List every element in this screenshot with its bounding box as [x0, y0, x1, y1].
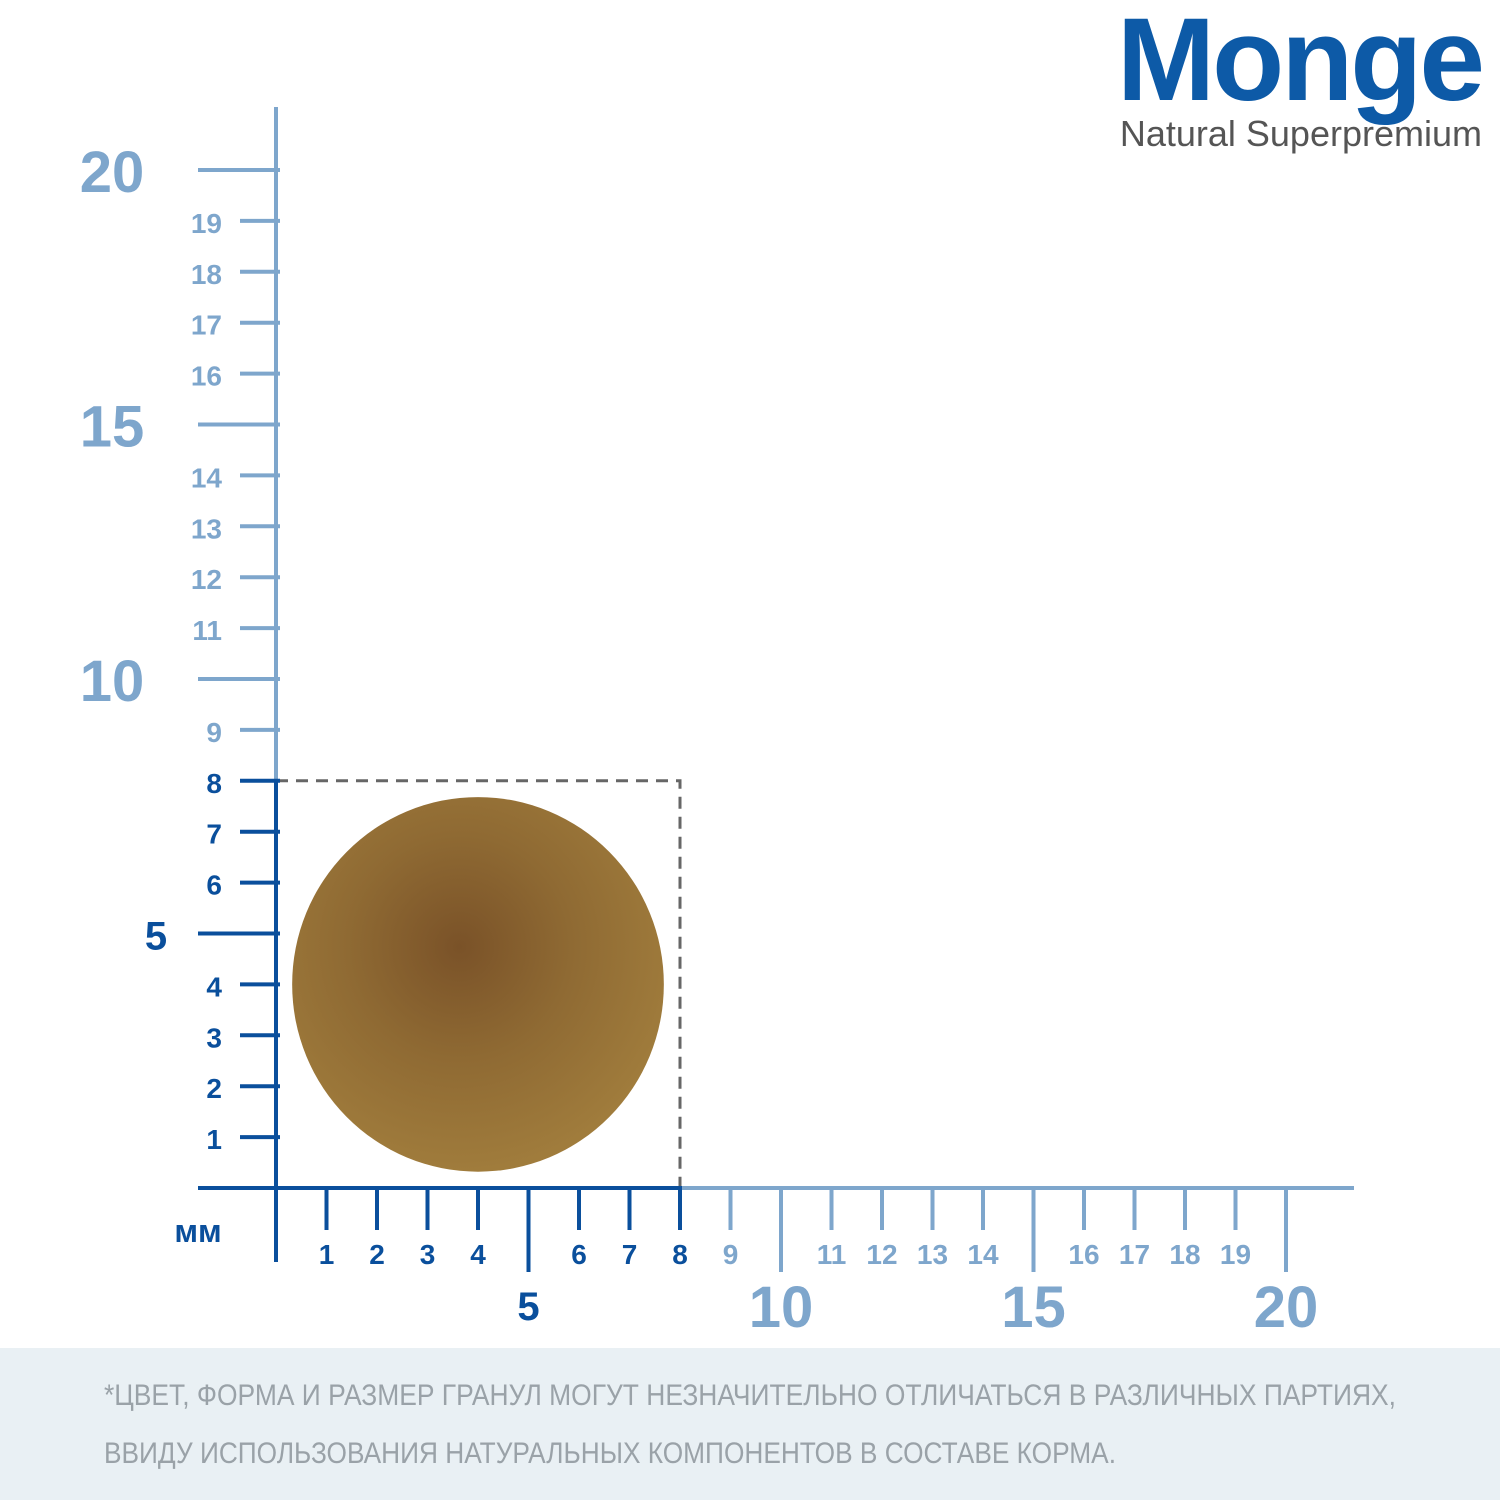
y-tick-label: 11	[192, 615, 222, 646]
y-tick-label: 15	[80, 395, 145, 460]
x-tick-label: 3	[420, 1239, 436, 1270]
note-line: *ЦВЕТ, ФОРМА И РАЗМЕР ГРАНУЛ МОГУТ НЕЗНА…	[104, 1379, 1396, 1412]
x-tick-label: 5	[517, 1285, 539, 1329]
x-tick-label: 11	[817, 1239, 847, 1270]
x-tick-label: 17	[1119, 1239, 1150, 1270]
y-tick-label: 12	[191, 564, 222, 595]
y-tick-label: 6	[206, 870, 222, 901]
y-tick-label: 13	[191, 513, 222, 544]
x-tick-label: 7	[622, 1239, 638, 1270]
brand-tagline: Natural Superpremium	[1120, 113, 1482, 154]
x-tick-label: 4	[470, 1239, 486, 1270]
kibble	[292, 797, 664, 1172]
x-tick-label: 16	[1068, 1239, 1099, 1270]
y-tick-label: 8	[206, 768, 222, 799]
y-tick-label: 16	[191, 361, 222, 392]
y-tick-label: 10	[80, 649, 145, 714]
x-tick-label: 6	[571, 1239, 587, 1270]
x-tick-label: 20	[1254, 1275, 1319, 1340]
unit-label: мм	[174, 1213, 221, 1249]
y-tick-label: 17	[191, 310, 222, 341]
size-box	[276, 779, 682, 1188]
x-tick-label: 19	[1220, 1239, 1251, 1270]
x-tick-label: 10	[749, 1275, 814, 1340]
y-tick-label: 7	[206, 819, 222, 850]
y-tick-label: 9	[206, 717, 222, 748]
x-tick-label: 2	[369, 1239, 385, 1270]
x-tick-label: 18	[1169, 1239, 1200, 1270]
note-line: ВВИДУ ИСПОЛЬЗОВАНИЯ НАТУРАЛЬНЫХ КОМПОНЕН…	[104, 1437, 1116, 1470]
y-tick-label: 19	[191, 208, 222, 239]
note-band	[0, 1348, 1500, 1500]
x-tick-label: 8	[672, 1239, 688, 1270]
x-tick-label: 15	[1001, 1275, 1066, 1340]
y-tick-label: 14	[191, 462, 223, 493]
x-tick-label: 14	[967, 1239, 999, 1270]
x-tick-label: 12	[866, 1239, 897, 1270]
y-tick-label: 3	[206, 1022, 222, 1053]
x-tick-label: 9	[723, 1239, 739, 1270]
y-tick-label: 2	[206, 1073, 222, 1104]
y-tick-label: 20	[80, 140, 145, 205]
x-tick-label: 1	[319, 1239, 335, 1270]
brand-logo: Monge	[1117, 0, 1482, 126]
y-tick-label: 18	[191, 259, 222, 290]
y-tick-label: 5	[145, 915, 167, 959]
y-tick-label: 1	[206, 1124, 222, 1155]
x-tick-label: 13	[917, 1239, 948, 1270]
y-tick-label: 4	[206, 971, 222, 1002]
